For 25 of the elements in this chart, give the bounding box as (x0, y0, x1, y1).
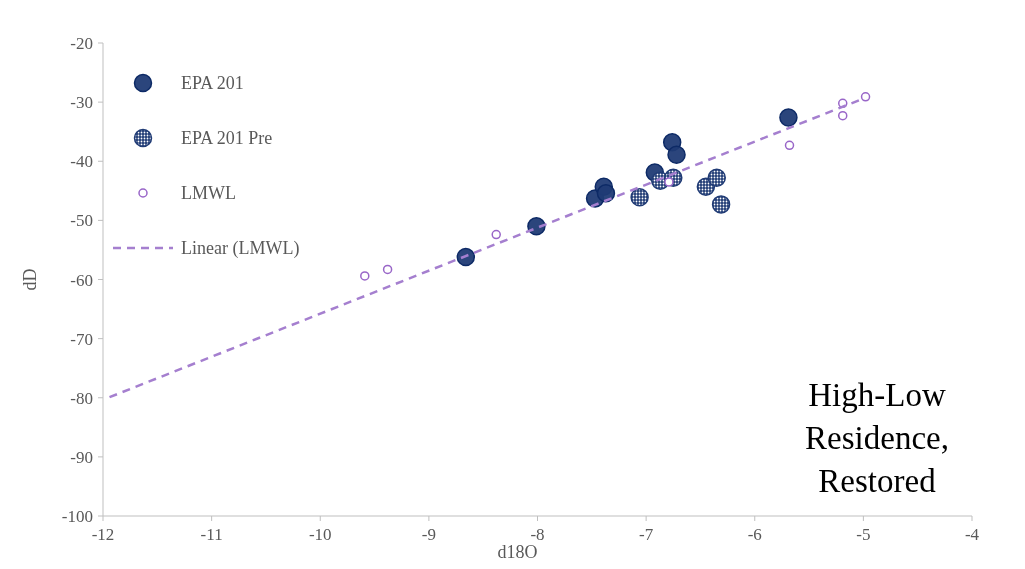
x-tick-label: -7 (639, 525, 654, 544)
legend-label: Linear (LMWL) (181, 238, 300, 259)
y-tick-label: -20 (70, 34, 93, 53)
x-tick-label: -5 (856, 525, 871, 544)
y-axis-title: dD (20, 268, 40, 291)
x-axis-title: d18O (497, 542, 538, 562)
x-tick-label: -9 (421, 525, 436, 544)
y-tick-label: -60 (70, 270, 93, 290)
x-tick-label: -12 (91, 525, 115, 544)
annotation: High-Low Residence, Restored (805, 377, 949, 499)
y-tick-label: -70 (70, 329, 93, 349)
x-tick-label: -6 (747, 525, 762, 544)
x-tick-label: -11 (200, 525, 223, 544)
x-tick-label: -8 (530, 525, 545, 544)
legend-label: EPA 201 (181, 73, 244, 93)
legend-label: LMWL (181, 183, 236, 203)
x-tick-label: -4 (964, 525, 980, 544)
y-tick-label: -90 (70, 447, 93, 467)
y-tick-label: -30 (70, 93, 93, 113)
legend-label: EPA 201 Pre (181, 128, 273, 148)
x-tick-label: -10 (308, 525, 332, 544)
y-tick-label: -40 (70, 152, 93, 172)
y-tick-label: -50 (70, 211, 93, 231)
y-tick-label: -80 (70, 388, 93, 408)
y-tick-label: -100 (61, 507, 93, 526)
